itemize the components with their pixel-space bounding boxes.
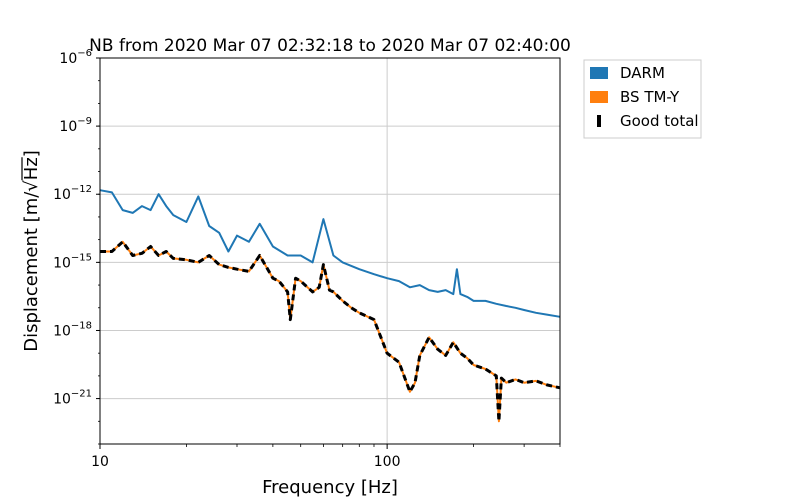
sqrt-symbol: √ [21, 180, 42, 192]
series-line-3 [100, 240, 561, 423]
legend-label: BS TM-Y [620, 88, 680, 106]
y-axis-label: Displacement [m/√Hz] [21, 150, 42, 352]
chart-title: NB from 2020 Mar 07 02:32:18 to 2020 Mar… [89, 36, 571, 56]
legend-swatch [597, 115, 601, 127]
legend-swatch [590, 67, 608, 79]
grid [99, 57, 560, 444]
legend-label: Good total [620, 112, 699, 130]
y-axis-label-suffix: ] [21, 150, 42, 157]
series-line-1 [99, 189, 561, 318]
y-axis-label-prefix: Displacement [m/ [21, 191, 42, 352]
y-axis-ticks: 10−6 10−9 10−12 10−15 10−18 10−21 [53, 48, 100, 445]
series-line-2 [100, 240, 561, 423]
legend-swatch [590, 91, 608, 103]
svg-text:Displacement [m/√Hz]: Displacement [m/√Hz] [21, 150, 42, 352]
y-tick-label: 10−18 [53, 320, 92, 339]
legend: DARM BS TM-Y Good total [583, 59, 702, 139]
plot-area-frame [99, 57, 561, 445]
y-axis-label-radicand: Hz [21, 157, 42, 180]
y-tick-label: 10−12 [53, 184, 92, 203]
x-tick-label: 10 [91, 454, 109, 470]
y-tick-label: 10−15 [53, 252, 92, 271]
y-tick-label: 10−21 [53, 389, 92, 408]
legend-label: DARM [620, 64, 665, 82]
x-axis-label: Frequency [Hz] [262, 477, 398, 498]
y-tick-label: 10−6 [59, 48, 92, 67]
series-group [99, 189, 561, 423]
y-tick-label: 10−9 [59, 116, 92, 135]
x-tick-label: 100 [374, 454, 401, 470]
x-axis-ticks: 10 100 [91, 444, 561, 470]
